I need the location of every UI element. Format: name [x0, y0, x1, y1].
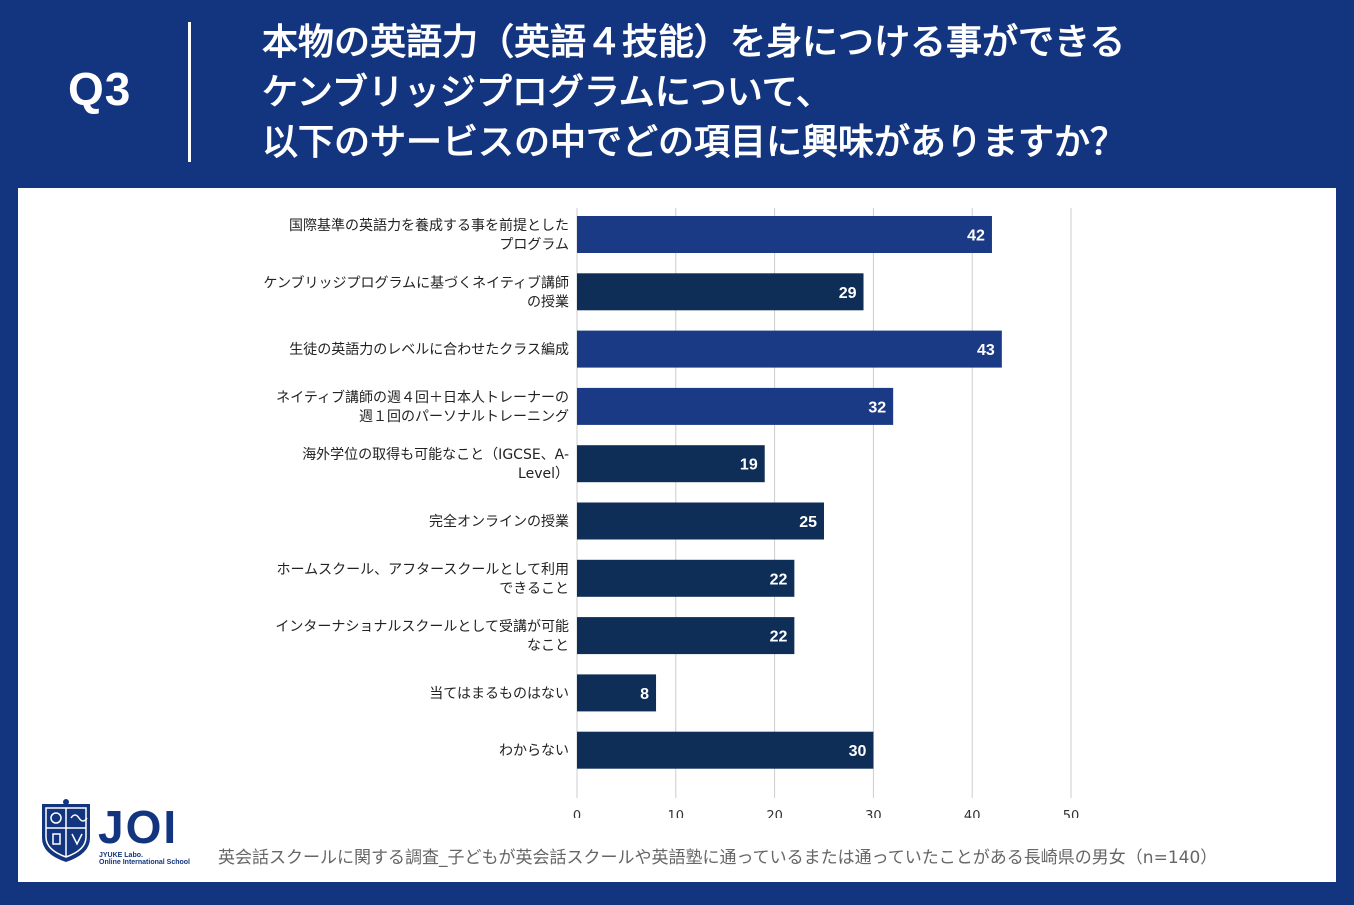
category-label: 当てはまるものはない — [429, 686, 569, 702]
question-line-1: 本物の英語力（英語４技能）を身につける事ができる — [262, 22, 1126, 63]
bar-value-label: 29 — [839, 285, 857, 302]
bar-value-label: 19 — [740, 457, 758, 474]
bar-value-label: 22 — [770, 629, 788, 646]
category-label-line: インターナショナルスクールとして受講が可能 — [275, 619, 569, 635]
bar — [577, 559, 795, 597]
bar — [577, 674, 657, 712]
x-tick-label: 20 — [766, 809, 783, 818]
category-label-line: 国際基準の英語力を養成する事を前提とした — [289, 217, 569, 234]
category-label: インターナショナルスクールとして受講が可能なこと — [275, 619, 569, 654]
bar-chart: 0 10 20 30 40 50 42 国際基準の英語力を養成する事を前提としたプログラム 29… — [263, 208, 1080, 818]
question-number: Q3 — [68, 63, 132, 115]
crest-icon — [42, 799, 90, 862]
bar-value-label: 43 — [977, 342, 995, 359]
joi-logo: JOI JYUKE Labo. Online International Sch… — [38, 798, 198, 868]
logo-subtitle-2: Online International School — [99, 859, 191, 866]
category-label-line: プログラム — [499, 237, 569, 253]
bar — [577, 731, 874, 769]
x-tick-label: 0 — [573, 809, 581, 818]
question-line-2: ケンブリッジプログラムについて、 — [262, 72, 832, 113]
category-label-line: 週１回のパーソナルトレーニング — [359, 409, 569, 425]
x-tick-label: 50 — [1063, 809, 1080, 818]
bar-value-label: 30 — [849, 743, 867, 760]
category-label: わからない — [499, 743, 569, 759]
logo-subtitle-1: JYUKE Labo. — [99, 852, 143, 859]
category-label-line: ホームスクール、アフタースクールとして利用 — [277, 562, 569, 578]
category-label: 国際基準の英語力を養成する事を前提としたプログラム — [289, 217, 569, 253]
x-tick-label: 40 — [964, 809, 981, 818]
category-label-line: ネイティブ講師の週４回＋日本人トレーナーの — [276, 389, 569, 406]
bar-value-label: 8 — [640, 686, 649, 703]
category-label: 完全オンラインの授業 — [429, 513, 569, 530]
category-label-line: 当てはまるものはない — [429, 686, 569, 702]
question-line-3: 以下のサービスの中でどの項目に興味がありますか？ — [262, 122, 1127, 163]
bar-value-label: 32 — [868, 399, 886, 416]
bar-value-label: 42 — [967, 228, 985, 245]
category-label-line: わからない — [499, 743, 569, 759]
logo-wordmark: JOI — [98, 801, 179, 853]
bar-value-label: 22 — [770, 571, 788, 588]
bar-value-label: 25 — [799, 514, 817, 531]
category-label-line: できること — [499, 581, 569, 597]
bar — [577, 502, 824, 540]
category-label-line: 海外学位の取得も可能なこと（IGCSE、A- — [302, 446, 569, 463]
survey-footnote: 英会話スクールに関する調査_子どもが英会話スクールや英語塾に通っているまたは通っ… — [218, 848, 1218, 868]
category-label: 海外学位の取得も可能なこと（IGCSE、A- Level） — [302, 446, 569, 482]
category-label: ケンブリッジプログラムに基づくネイティブ講師の授業 — [263, 274, 569, 310]
bar — [577, 216, 992, 253]
bar — [577, 445, 765, 483]
category-label-line: の授業 — [527, 294, 569, 310]
bar — [577, 617, 795, 655]
header-banner: Q3 本物の英語力（英語４技能）を身につける事ができる ケンブリッジプログラムに… — [0, 0, 1354, 188]
chart-panel: 0 10 20 30 40 50 42 国際基準の英語力を養成する事を前提としたプログラム 29… — [18, 188, 1336, 882]
category-label: ホームスクール、アフタースクールとして利用できること — [277, 562, 569, 597]
x-tick-label: 10 — [668, 809, 685, 818]
category-label-line: なこと — [527, 638, 569, 654]
category-label-line: 生徒の英語力のレベルに合わせたクラス編成 — [289, 341, 569, 358]
category-label-line: Level） — [518, 466, 569, 482]
category-label-line: ケンブリッジプログラムに基づくネイティブ講師 — [263, 274, 569, 291]
category-label-line: 完全オンラインの授業 — [429, 513, 569, 530]
header-divider — [188, 22, 191, 162]
bar — [577, 273, 864, 311]
bar — [577, 330, 1002, 368]
question-text: 本物の英語力（英語４技能）を身につける事ができる ケンブリッジプログラムについて… — [262, 18, 1342, 168]
category-label: 生徒の英語力のレベルに合わせたクラス編成 — [289, 341, 569, 358]
bar — [577, 387, 894, 425]
x-tick-label: 30 — [865, 809, 882, 818]
category-label: ネイティブ講師の週４回＋日本人トレーナーの週１回のパーソナルトレーニング — [276, 389, 569, 425]
